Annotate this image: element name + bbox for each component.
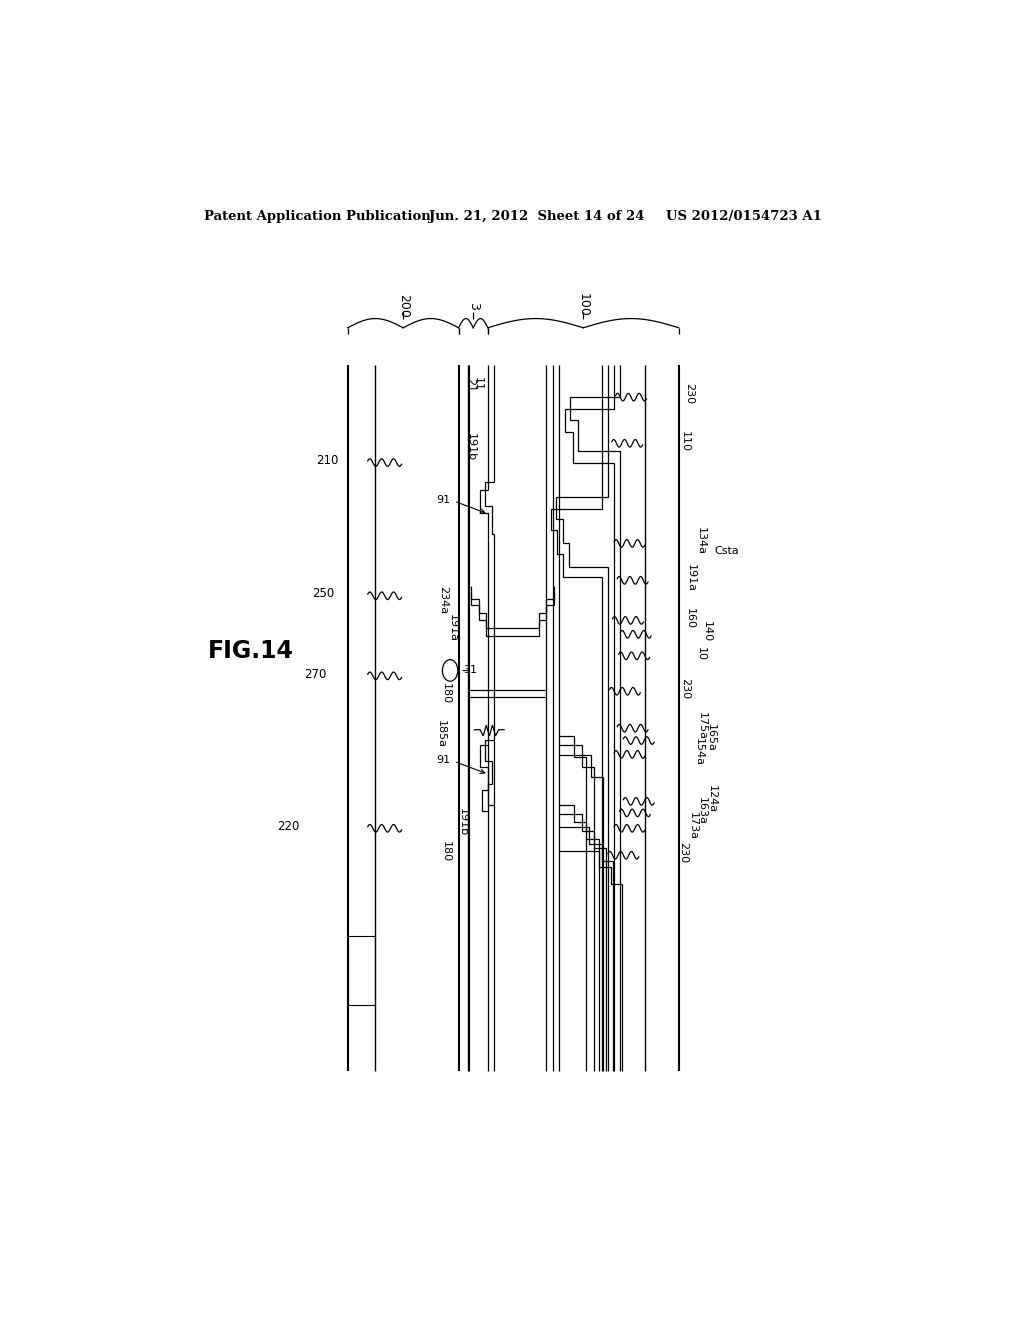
Text: Csta: Csta	[714, 546, 739, 556]
Text: 200: 200	[396, 294, 410, 318]
Text: 11: 11	[473, 378, 483, 391]
Text: 163a: 163a	[697, 797, 707, 825]
Text: 230: 230	[684, 383, 694, 404]
Text: US 2012/0154723 A1: US 2012/0154723 A1	[666, 210, 821, 223]
Text: 230: 230	[679, 842, 688, 863]
Text: 160: 160	[685, 607, 694, 628]
Text: Patent Application Publication: Patent Application Publication	[204, 210, 430, 223]
Text: 124a: 124a	[707, 785, 717, 813]
Text: 210: 210	[316, 454, 339, 467]
Text: 10: 10	[695, 647, 706, 660]
Text: 140: 140	[701, 622, 712, 643]
Text: 110: 110	[680, 432, 690, 453]
Ellipse shape	[442, 660, 458, 681]
Text: 250: 250	[312, 587, 335, 601]
Text: 100: 100	[577, 293, 590, 317]
Text: 165a: 165a	[707, 725, 716, 752]
Text: 191a: 191a	[447, 614, 458, 642]
Text: 191b: 191b	[458, 808, 468, 836]
Text: 154a: 154a	[694, 738, 703, 766]
Text: 191b: 191b	[466, 433, 476, 461]
Text: 91: 91	[436, 755, 451, 764]
Bar	[348, 936, 376, 1006]
Text: 191a: 191a	[686, 564, 696, 593]
Text: 234a: 234a	[438, 586, 449, 614]
Text: 220: 220	[278, 820, 300, 833]
Text: 134a: 134a	[695, 527, 706, 556]
Text: 185a: 185a	[436, 721, 445, 748]
Text: 3: 3	[467, 302, 479, 310]
Text: 31: 31	[463, 665, 477, 676]
Text: Jun. 21, 2012  Sheet 14 of 24: Jun. 21, 2012 Sheet 14 of 24	[429, 210, 645, 223]
Text: 270: 270	[304, 668, 327, 681]
Text: 91: 91	[436, 495, 451, 504]
Text: 175a: 175a	[697, 711, 707, 741]
Text: FIG.14: FIG.14	[208, 639, 294, 663]
Text: 180: 180	[441, 841, 452, 862]
Text: 173a: 173a	[688, 812, 697, 840]
Text: 180: 180	[441, 682, 452, 704]
Text: 230: 230	[680, 677, 690, 698]
Text: 21: 21	[465, 379, 475, 392]
